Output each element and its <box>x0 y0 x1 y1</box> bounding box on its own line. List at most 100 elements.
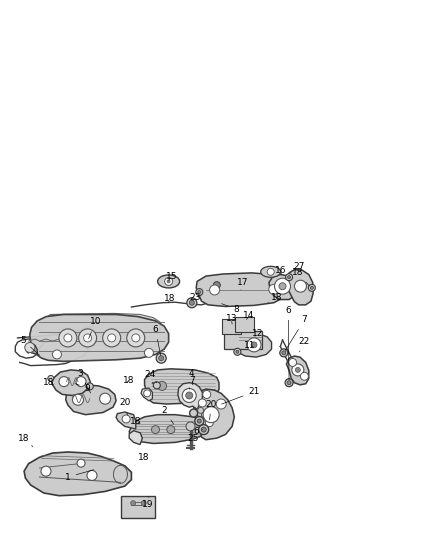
Polygon shape <box>35 313 162 335</box>
Circle shape <box>186 392 193 399</box>
Polygon shape <box>199 415 221 431</box>
Circle shape <box>289 358 297 367</box>
Circle shape <box>275 278 290 294</box>
Circle shape <box>201 411 208 418</box>
Polygon shape <box>52 370 90 395</box>
Text: 18: 18 <box>18 434 33 447</box>
Circle shape <box>182 389 196 402</box>
Text: 10: 10 <box>88 318 101 338</box>
Circle shape <box>287 381 291 385</box>
FancyBboxPatch shape <box>224 331 262 349</box>
Text: 3: 3 <box>77 369 91 393</box>
Circle shape <box>72 394 84 405</box>
Circle shape <box>64 334 72 342</box>
Circle shape <box>203 390 211 399</box>
Circle shape <box>196 288 203 296</box>
Text: 1: 1 <box>65 470 94 481</box>
Circle shape <box>102 329 121 347</box>
Circle shape <box>292 364 304 376</box>
Circle shape <box>300 372 308 381</box>
Polygon shape <box>25 343 37 354</box>
Circle shape <box>216 399 226 409</box>
Polygon shape <box>145 369 219 404</box>
Polygon shape <box>30 314 169 361</box>
Circle shape <box>152 425 159 434</box>
Circle shape <box>267 268 274 276</box>
Circle shape <box>156 353 166 363</box>
Circle shape <box>165 277 173 286</box>
Polygon shape <box>129 415 208 443</box>
Polygon shape <box>116 412 136 429</box>
Ellipse shape <box>158 275 180 288</box>
Circle shape <box>190 409 198 417</box>
Ellipse shape <box>261 266 281 277</box>
Circle shape <box>294 280 307 292</box>
Circle shape <box>186 422 195 431</box>
Text: 12: 12 <box>252 329 263 337</box>
Circle shape <box>167 280 170 283</box>
Text: 2: 2 <box>162 406 173 424</box>
Text: 17: 17 <box>237 278 249 290</box>
Text: 25: 25 <box>187 431 198 442</box>
Text: 6: 6 <box>193 427 202 436</box>
Circle shape <box>288 276 290 279</box>
Circle shape <box>198 407 204 414</box>
Text: 18: 18 <box>43 378 55 387</box>
Circle shape <box>197 419 201 423</box>
Text: 4: 4 <box>189 369 194 385</box>
Circle shape <box>59 377 69 386</box>
Text: 9: 9 <box>75 384 91 392</box>
Circle shape <box>198 399 206 407</box>
Circle shape <box>279 282 286 290</box>
Circle shape <box>145 349 153 357</box>
Polygon shape <box>235 333 272 357</box>
Circle shape <box>141 500 146 506</box>
Circle shape <box>295 367 300 373</box>
Circle shape <box>87 471 97 480</box>
Circle shape <box>285 378 293 387</box>
Polygon shape <box>286 356 309 385</box>
Circle shape <box>213 281 220 289</box>
Circle shape <box>59 329 77 347</box>
Circle shape <box>199 425 208 434</box>
Circle shape <box>41 466 51 476</box>
Circle shape <box>48 375 54 382</box>
Circle shape <box>108 334 116 342</box>
Text: 16: 16 <box>276 266 287 275</box>
Circle shape <box>201 427 206 432</box>
Circle shape <box>189 300 194 305</box>
Polygon shape <box>193 389 234 440</box>
Circle shape <box>131 500 136 506</box>
FancyBboxPatch shape <box>121 496 155 519</box>
Text: 18: 18 <box>164 294 176 303</box>
Polygon shape <box>178 383 202 409</box>
Text: 18: 18 <box>123 376 134 385</box>
Circle shape <box>53 350 61 359</box>
Circle shape <box>158 382 166 390</box>
Text: 5: 5 <box>20 336 39 355</box>
Circle shape <box>280 349 288 357</box>
Text: 18: 18 <box>292 269 309 286</box>
Circle shape <box>251 342 257 348</box>
Text: 6: 6 <box>285 306 291 380</box>
Circle shape <box>76 377 86 386</box>
Text: 8: 8 <box>222 304 240 313</box>
Text: 18: 18 <box>268 293 283 303</box>
Circle shape <box>167 425 175 434</box>
Circle shape <box>187 298 197 308</box>
Circle shape <box>195 417 204 425</box>
Circle shape <box>99 393 111 404</box>
Circle shape <box>210 285 219 295</box>
Text: 20: 20 <box>119 398 131 415</box>
Polygon shape <box>269 274 296 300</box>
Circle shape <box>86 383 93 390</box>
Polygon shape <box>129 431 142 445</box>
Polygon shape <box>24 452 131 496</box>
Polygon shape <box>66 385 116 415</box>
FancyBboxPatch shape <box>235 317 254 332</box>
Circle shape <box>234 348 241 356</box>
Circle shape <box>77 459 85 467</box>
Circle shape <box>132 334 140 342</box>
Circle shape <box>198 290 201 294</box>
Polygon shape <box>141 388 152 401</box>
